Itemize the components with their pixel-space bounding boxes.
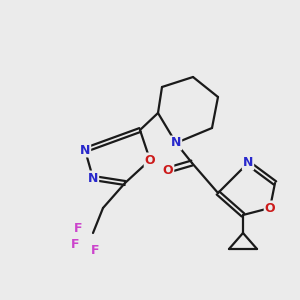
Text: N: N [88,172,98,184]
Text: F: F [91,244,99,257]
Text: F: F [74,221,82,235]
Text: F: F [71,238,79,251]
Text: O: O [163,164,173,176]
Text: O: O [145,154,155,166]
Text: N: N [80,143,90,157]
Text: O: O [265,202,275,214]
Text: N: N [171,136,181,149]
Text: N: N [243,157,253,169]
